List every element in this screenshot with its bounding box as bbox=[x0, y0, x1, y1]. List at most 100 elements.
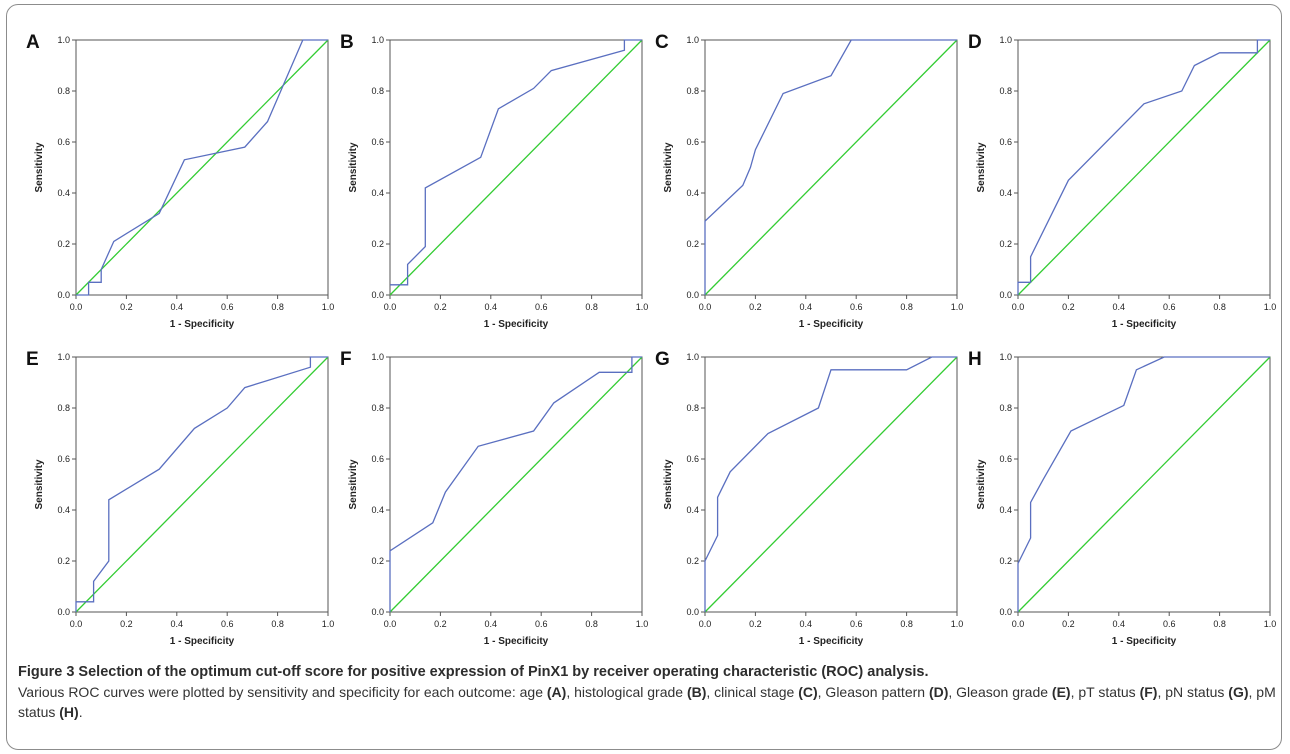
y-tick-label: 0.6 bbox=[57, 454, 70, 464]
y-tick-label: 1.0 bbox=[999, 352, 1012, 362]
panel-letter: G bbox=[655, 349, 670, 370]
caption-item-text: , pM status bbox=[18, 684, 1276, 720]
panel-letter: D bbox=[968, 32, 982, 53]
panel-letter: B bbox=[340, 32, 354, 53]
x-tick-label: 0.0 bbox=[1012, 302, 1025, 312]
x-tick-label: 0.2 bbox=[1062, 619, 1075, 629]
x-tick-label: 0.6 bbox=[1163, 302, 1176, 312]
x-tick-label: 0.2 bbox=[749, 302, 762, 312]
x-tick-label: 0.2 bbox=[434, 302, 447, 312]
caption-ref: (H) bbox=[59, 704, 79, 720]
plot-frame bbox=[704, 39, 958, 296]
caption-text: Various ROC curves were plotted by sensi… bbox=[18, 682, 1276, 722]
y-axis-title: Sensitivity bbox=[976, 142, 987, 192]
reference-line bbox=[389, 356, 643, 613]
caption-lead: Various ROC curves were plotted by sensi… bbox=[18, 684, 520, 700]
roc-curve bbox=[704, 39, 957, 295]
y-tick-label: 0.0 bbox=[999, 607, 1012, 617]
roc-panel-b: 0.00.0 0.2 0.2 0.4 0.4 0.6 0.6 0.8 0.8 1.0 1.0 1 - … bbox=[340, 32, 648, 330]
y-tick-label: 0.2 bbox=[57, 239, 70, 249]
roc-curve bbox=[75, 356, 328, 612]
x-tick-label: 0.6 bbox=[535, 302, 548, 312]
x-tick-label: 0.4 bbox=[800, 302, 813, 312]
plot-frame bbox=[1017, 39, 1271, 296]
x-tick-label: 0.8 bbox=[271, 619, 284, 629]
x-tick-label: 0.4 bbox=[171, 302, 184, 312]
x-tick-label: 0.0 bbox=[70, 619, 83, 629]
y-tick-label: 0.8 bbox=[999, 403, 1012, 413]
plot-frame bbox=[704, 356, 958, 613]
y-tick-label: 0.6 bbox=[686, 454, 699, 464]
y-tick-label: 0.0 bbox=[371, 290, 384, 300]
x-tick-label: 0.6 bbox=[1163, 619, 1176, 629]
y-tick-label: 0.6 bbox=[999, 454, 1012, 464]
y-tick-label: 0.4 bbox=[57, 188, 70, 198]
figure-frame bbox=[6, 4, 1282, 750]
x-axis-title: 1 - Specificity bbox=[484, 636, 549, 647]
x-axis-title: 1 - Specificity bbox=[1112, 636, 1177, 647]
y-tick-label: 0.4 bbox=[686, 188, 699, 198]
reference-line bbox=[1017, 39, 1271, 296]
y-tick-label: 0.2 bbox=[371, 239, 384, 249]
plot-frame bbox=[389, 39, 643, 296]
y-tick-label: 0.4 bbox=[999, 505, 1012, 515]
panel-letter: F bbox=[340, 349, 352, 370]
x-tick-label: 1.0 bbox=[322, 302, 335, 312]
y-tick-label: 0.6 bbox=[57, 137, 70, 147]
roc-chart-canvas: 0.00.00.20.20.40.40.60.60.80.81.01.01 - … bbox=[26, 32, 1277, 647]
roc-panel-c: 0.00.0 0.2 0.2 0.4 0.4 0.6 0.6 0.8 0.8 1.0 1.0 1 - … bbox=[655, 32, 963, 330]
x-axis-title: 1 - Specificity bbox=[484, 319, 549, 330]
x-tick-label: 0.2 bbox=[1062, 302, 1075, 312]
x-tick-label: 0.8 bbox=[900, 619, 913, 629]
caption-item-text: , Gleason grade bbox=[948, 684, 1052, 700]
y-tick-label: 0.2 bbox=[999, 239, 1012, 249]
caption-ref: (F) bbox=[1139, 684, 1158, 700]
y-tick-label: 0.4 bbox=[686, 505, 699, 515]
x-tick-label: 0.8 bbox=[585, 302, 598, 312]
y-tick-label: 0.4 bbox=[371, 188, 384, 198]
y-tick-label: 0.4 bbox=[371, 505, 384, 515]
roc-panel-a: 0.00.0 0.2 0.2 0.4 0.4 0.6 0.6 0.8 0.8 1.0 1.0 1 - … bbox=[26, 32, 334, 330]
x-tick-label: 1.0 bbox=[1264, 302, 1277, 312]
plot-frame bbox=[75, 356, 329, 613]
caption-ref: (G) bbox=[1228, 684, 1249, 700]
reference-line bbox=[1017, 356, 1271, 613]
caption-ref: (B) bbox=[686, 684, 707, 700]
y-tick-label: 0.2 bbox=[57, 556, 70, 566]
x-tick-label: 0.6 bbox=[535, 619, 548, 629]
y-tick-label: 0.2 bbox=[686, 239, 699, 249]
x-tick-label: 1.0 bbox=[636, 302, 649, 312]
y-tick-label: 0.4 bbox=[999, 188, 1012, 198]
y-tick-label: 0.8 bbox=[999, 86, 1012, 96]
x-tick-label: 0.4 bbox=[1113, 302, 1126, 312]
caption-item-text: , histological grade bbox=[566, 684, 687, 700]
caption-title: Figure 3 Selection of the optimum cut-of… bbox=[18, 664, 929, 680]
x-tick-label: 0.4 bbox=[1113, 619, 1126, 629]
roc-panel-g: 0.00.0 0.2 0.2 0.4 0.4 0.6 0.6 0.8 0.8 1.0 1.0 1 - … bbox=[655, 349, 963, 647]
x-tick-label: 0.0 bbox=[384, 619, 397, 629]
caption-item-text: age bbox=[519, 684, 547, 700]
x-tick-label: 0.4 bbox=[171, 619, 184, 629]
roc-curve bbox=[1017, 39, 1270, 295]
y-axis-title: Sensitivity bbox=[663, 142, 674, 192]
y-axis-title: Sensitivity bbox=[34, 459, 45, 509]
reference-line bbox=[704, 39, 958, 296]
caption-item-text: , clinical stage bbox=[706, 684, 799, 700]
roc-curve bbox=[390, 39, 642, 286]
x-tick-label: 0.8 bbox=[1213, 302, 1226, 312]
reference-line bbox=[75, 356, 329, 613]
x-tick-label: 0.8 bbox=[900, 302, 913, 312]
y-axis-title: Sensitivity bbox=[34, 142, 45, 192]
roc-panel-f: 0.00.0 0.2 0.2 0.4 0.4 0.6 0.6 0.8 0.8 1.0 1.0 1 - … bbox=[340, 349, 648, 647]
y-tick-label: 0.0 bbox=[371, 607, 384, 617]
x-tick-label: 0.8 bbox=[271, 302, 284, 312]
x-axis-title: 1 - Specificity bbox=[799, 636, 864, 647]
figure-caption: Figure 3 Selection of the optimum cut-of… bbox=[18, 662, 1276, 722]
y-tick-label: 1.0 bbox=[57, 35, 70, 45]
caption-end: . bbox=[78, 704, 83, 720]
plot-frame bbox=[75, 39, 329, 296]
caption-item-text: , pN status bbox=[1157, 684, 1229, 700]
caption-item-text: , Gleason pattern bbox=[817, 684, 929, 700]
caption-ref: (C) bbox=[798, 684, 818, 700]
x-tick-label: 0.6 bbox=[221, 619, 234, 629]
